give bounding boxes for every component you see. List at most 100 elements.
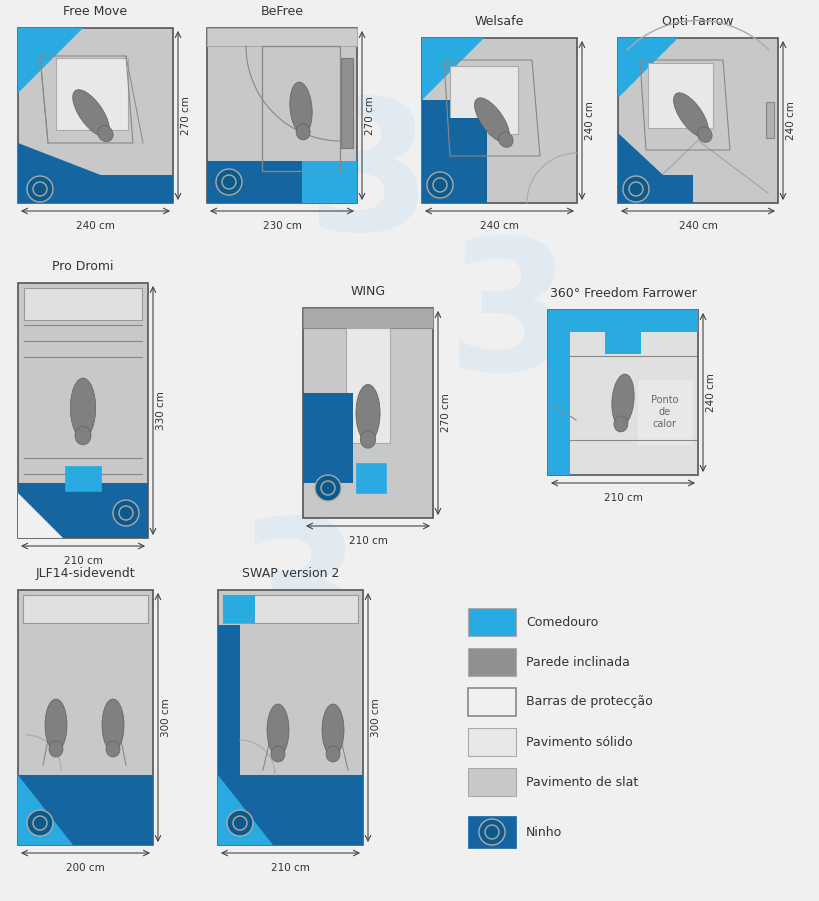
Polygon shape (618, 133, 692, 203)
Ellipse shape (70, 378, 96, 438)
Polygon shape (422, 38, 483, 100)
Text: 330 cm: 330 cm (156, 391, 165, 430)
Text: SWAP version 2: SWAP version 2 (242, 567, 339, 580)
Ellipse shape (355, 385, 380, 441)
Bar (23, 595, 147, 623)
Polygon shape (422, 118, 486, 203)
Bar (468, 648, 515, 676)
Bar (468, 608, 515, 636)
Bar (647, 63, 713, 128)
Bar (262, 46, 340, 171)
Bar (547, 310, 569, 475)
Bar (547, 310, 697, 332)
Text: 200 cm: 200 cm (66, 863, 105, 873)
Ellipse shape (498, 132, 513, 148)
Polygon shape (18, 28, 83, 93)
Ellipse shape (474, 98, 509, 142)
Text: 210 cm: 210 cm (603, 493, 641, 503)
Text: 240 cm: 240 cm (479, 221, 518, 231)
Bar (604, 332, 640, 354)
Text: 3: 3 (446, 232, 572, 408)
Bar (765, 102, 773, 138)
Text: 230 cm: 230 cm (262, 221, 301, 231)
Bar (346, 328, 390, 443)
Ellipse shape (73, 90, 109, 136)
Text: BeFree: BeFree (260, 5, 303, 18)
Bar (223, 595, 358, 623)
Circle shape (622, 176, 648, 202)
Text: Pavimento sólido: Pavimento sólido (525, 735, 631, 749)
Ellipse shape (322, 704, 344, 756)
Ellipse shape (75, 426, 91, 445)
Circle shape (478, 819, 505, 845)
Ellipse shape (45, 699, 67, 751)
Bar (18, 28, 173, 203)
Bar (206, 28, 356, 46)
Text: 270 cm: 270 cm (364, 96, 374, 135)
Bar (303, 393, 352, 483)
Bar (468, 688, 515, 716)
Ellipse shape (613, 416, 627, 432)
Bar (637, 380, 692, 445)
Text: 210 cm: 210 cm (271, 863, 310, 873)
Bar (218, 590, 363, 845)
Text: Pro Dromi: Pro Dromi (52, 260, 114, 273)
Text: 240 cm: 240 cm (705, 373, 715, 412)
Text: Barras de protecção: Barras de protecção (525, 696, 652, 708)
Bar (18, 483, 147, 538)
Text: Ponto
de
calor: Ponto de calor (650, 396, 678, 429)
Ellipse shape (611, 374, 633, 426)
Ellipse shape (106, 741, 120, 757)
Bar (65, 466, 101, 491)
Circle shape (215, 169, 242, 195)
Text: Opti Farrow: Opti Farrow (662, 15, 733, 28)
Bar (301, 161, 356, 203)
Text: 270 cm: 270 cm (441, 394, 450, 432)
Text: 270 cm: 270 cm (181, 96, 191, 135)
Text: Welsafe: Welsafe (474, 15, 523, 28)
Bar (468, 768, 515, 796)
Ellipse shape (97, 125, 113, 141)
Bar (18, 283, 147, 538)
Bar (18, 175, 173, 203)
Circle shape (314, 475, 341, 501)
Ellipse shape (267, 704, 288, 756)
Ellipse shape (326, 746, 340, 762)
Text: 240 cm: 240 cm (76, 221, 115, 231)
Ellipse shape (289, 82, 312, 134)
Circle shape (27, 176, 53, 202)
Circle shape (427, 172, 452, 198)
Text: 3: 3 (307, 92, 432, 268)
Bar (355, 463, 386, 493)
Bar (206, 161, 301, 203)
Bar (450, 66, 518, 134)
Text: 3: 3 (237, 512, 362, 688)
Text: 300 cm: 300 cm (161, 698, 171, 737)
Circle shape (113, 500, 139, 526)
Bar (303, 308, 432, 518)
Text: Ninho: Ninho (525, 825, 562, 839)
Ellipse shape (102, 699, 124, 751)
Bar (422, 100, 450, 160)
Bar (303, 308, 432, 328)
Polygon shape (18, 143, 173, 203)
Text: Parede inclinada: Parede inclinada (525, 656, 629, 669)
Text: Pavimento de slat: Pavimento de slat (525, 776, 637, 788)
Text: 210 cm: 210 cm (64, 556, 102, 566)
Bar (56, 58, 128, 130)
Ellipse shape (270, 746, 285, 762)
Text: 240 cm: 240 cm (785, 101, 795, 140)
Bar (468, 728, 515, 756)
Bar (618, 38, 777, 203)
Ellipse shape (672, 93, 708, 137)
Bar (218, 625, 240, 775)
Ellipse shape (296, 124, 310, 140)
Ellipse shape (697, 127, 711, 142)
Text: JLF14-sidevendt: JLF14-sidevendt (36, 567, 135, 580)
Text: 300 cm: 300 cm (370, 698, 381, 737)
Text: WING: WING (350, 285, 385, 298)
Ellipse shape (360, 431, 375, 448)
Bar (223, 595, 255, 623)
Text: Comedouro: Comedouro (525, 615, 598, 629)
Text: 240 cm: 240 cm (678, 221, 717, 231)
